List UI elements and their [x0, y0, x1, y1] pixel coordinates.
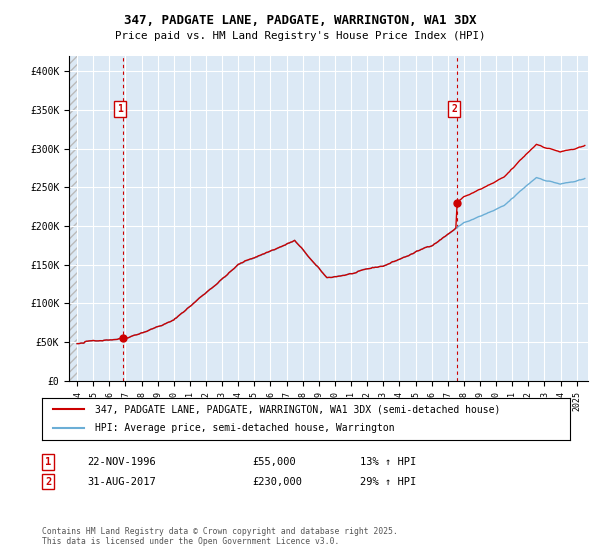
Text: Contains HM Land Registry data © Crown copyright and database right 2025.
This d: Contains HM Land Registry data © Crown c… — [42, 526, 398, 546]
Text: 13% ↑ HPI: 13% ↑ HPI — [360, 457, 416, 467]
Text: 2: 2 — [45, 477, 51, 487]
Text: 2: 2 — [451, 104, 457, 114]
Text: 1: 1 — [117, 104, 123, 114]
Text: £230,000: £230,000 — [252, 477, 302, 487]
Text: £55,000: £55,000 — [252, 457, 296, 467]
Bar — [69, 56, 78, 381]
Text: 31-AUG-2017: 31-AUG-2017 — [87, 477, 156, 487]
Text: 29% ↑ HPI: 29% ↑ HPI — [360, 477, 416, 487]
Text: 1: 1 — [45, 457, 51, 467]
Text: 347, PADGATE LANE, PADGATE, WARRINGTON, WA1 3DX: 347, PADGATE LANE, PADGATE, WARRINGTON, … — [124, 14, 476, 27]
Text: HPI: Average price, semi-detached house, Warrington: HPI: Average price, semi-detached house,… — [95, 423, 394, 433]
Text: 347, PADGATE LANE, PADGATE, WARRINGTON, WA1 3DX (semi-detached house): 347, PADGATE LANE, PADGATE, WARRINGTON, … — [95, 404, 500, 414]
Text: Price paid vs. HM Land Registry's House Price Index (HPI): Price paid vs. HM Land Registry's House … — [115, 31, 485, 41]
Text: 22-NOV-1996: 22-NOV-1996 — [87, 457, 156, 467]
